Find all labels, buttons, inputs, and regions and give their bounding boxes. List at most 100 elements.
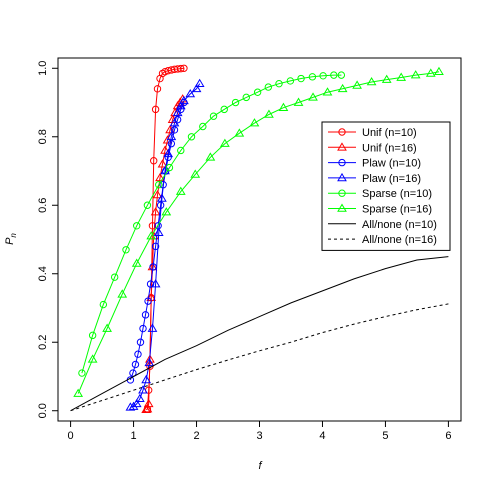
data-point: [145, 354, 155, 363]
x-axis-label: f: [258, 460, 262, 472]
y-axis-label-main: P: [4, 237, 16, 245]
data-point: [180, 64, 188, 72]
svg-text:Pn: Pn: [4, 233, 18, 245]
data-point: [177, 64, 185, 73]
data-point: [143, 201, 152, 209]
legend-marker: [337, 203, 347, 212]
data-point: [88, 331, 97, 340]
data-point: [141, 404, 152, 413]
data-point: [160, 145, 170, 154]
data-point: [205, 152, 216, 161]
data-point: [366, 76, 377, 86]
data-point: [330, 71, 338, 79]
data-point: [249, 118, 260, 127]
data-point: [131, 258, 142, 267]
data-point: [286, 77, 295, 85]
data-point: [194, 78, 205, 87]
data-point: [150, 157, 158, 165]
legend-label: Unif (n=16): [362, 142, 417, 154]
x-tick-label: 4: [319, 430, 325, 442]
series-layer: [70, 64, 449, 413]
x-tick-label: 5: [382, 430, 388, 442]
y-axis-label: Pn: [4, 233, 18, 245]
data-point: [147, 323, 158, 332]
data-point: [319, 72, 327, 80]
data-point: [155, 172, 165, 182]
data-point: [308, 92, 318, 101]
data-point: [141, 374, 152, 384]
series-line: [70, 256, 449, 412]
data-point: [73, 388, 84, 397]
data-point: [141, 311, 150, 319]
data-point: [209, 112, 218, 120]
x-tick-label: 3: [256, 430, 262, 442]
series-line: [129, 102, 185, 381]
data-point: [170, 126, 179, 134]
data-point: [297, 74, 305, 83]
legend-label: Plaw (n=10): [362, 158, 421, 170]
series: [70, 303, 449, 412]
series-line: [130, 83, 201, 408]
legend-label: Sparse (n=16): [362, 204, 432, 216]
data-point: [131, 398, 142, 408]
data-point: [199, 122, 207, 131]
legend-marker: [338, 128, 346, 136]
data-point: [191, 83, 202, 93]
series: [70, 256, 449, 412]
data-point: [278, 102, 289, 111]
data-point: [242, 93, 250, 102]
series-line: [81, 74, 342, 374]
data-point: [187, 133, 196, 141]
data-point: [264, 83, 273, 91]
data-point: [151, 242, 160, 251]
data-point: [264, 109, 274, 118]
data-point: [150, 279, 161, 288]
data-point: [151, 105, 160, 114]
legend-label: Plaw (n=16): [362, 173, 421, 185]
data-point: [102, 323, 112, 332]
data-point: [148, 222, 157, 230]
data-point: [117, 289, 128, 298]
data-point: [185, 88, 196, 98]
legend-box: [321, 121, 451, 251]
data-point: [177, 146, 185, 155]
x-tick-label: 2: [193, 430, 199, 442]
data-point: [161, 207, 172, 216]
data-point: [275, 79, 283, 88]
data-point: [220, 105, 228, 114]
legend-marker: [338, 158, 346, 167]
y-tick-label: 0.8: [37, 129, 49, 144]
data-point: [87, 354, 98, 363]
data-point: [167, 139, 176, 148]
data-point: [337, 83, 348, 93]
data-point: [165, 163, 174, 172]
data-point: [175, 100, 186, 110]
data-point: [337, 71, 346, 79]
data-point: [396, 72, 407, 81]
data-point: [253, 88, 262, 96]
data-point: [138, 385, 148, 394]
data-point: [425, 68, 436, 77]
x-tick-label: 0: [68, 430, 74, 442]
data-point: [322, 87, 333, 96]
data-point: [169, 118, 180, 127]
data-point: [110, 273, 119, 281]
data-point: [153, 227, 164, 236]
y-tick-label: 1.0: [37, 61, 49, 76]
data-point: [155, 181, 163, 189]
data-point: [133, 222, 141, 230]
data-point: [175, 186, 186, 195]
data-point: [128, 401, 139, 410]
data-point: [190, 169, 201, 178]
data-point: [134, 393, 145, 403]
data-point: [166, 131, 177, 141]
y-axis: 0.0 0.2 0.4 0.6 0.8 1.0: [37, 61, 58, 418]
data-point: [131, 360, 140, 369]
legend-marker: [337, 172, 347, 182]
data-point: [179, 95, 189, 105]
legend-label: All/none (n=10): [362, 219, 437, 231]
legend-marker: [337, 142, 347, 151]
data-point: [352, 80, 362, 89]
data-point: [143, 398, 154, 408]
